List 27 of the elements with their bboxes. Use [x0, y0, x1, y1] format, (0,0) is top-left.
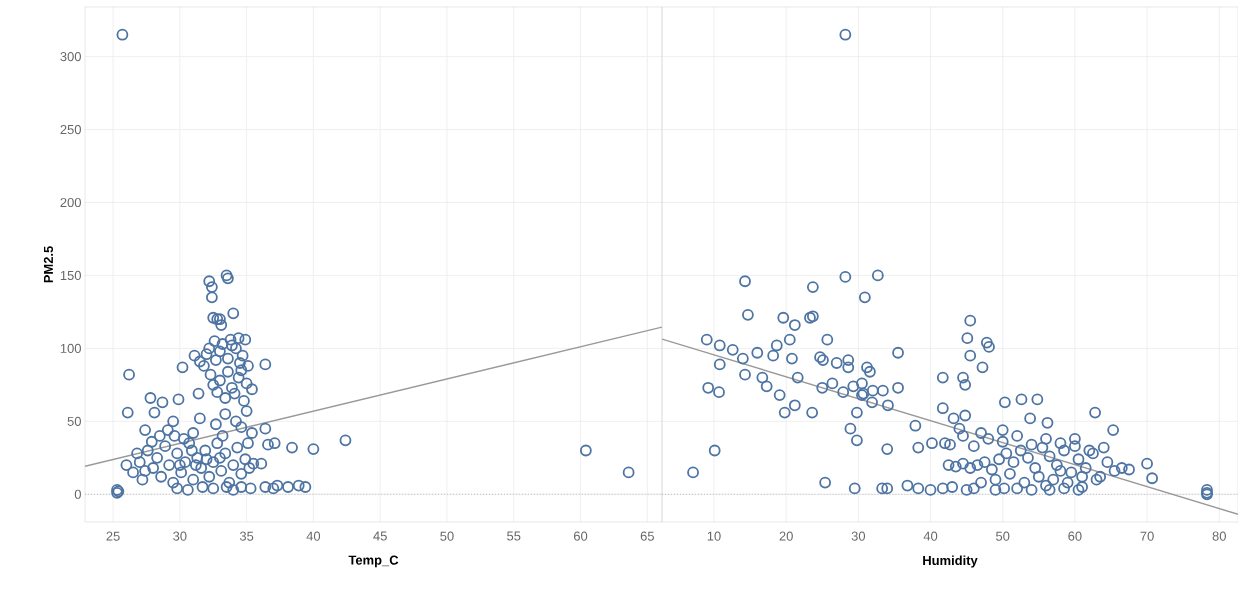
- x-tick-label: 35: [239, 531, 254, 541]
- x-tick-label: 30: [851, 531, 866, 541]
- y-tick-label: 50: [67, 416, 81, 426]
- x-tick-label: 60: [573, 531, 588, 541]
- x-tick-label: 10: [707, 531, 721, 541]
- x-tick-label: 60: [1068, 531, 1082, 541]
- x-tick-label: 45: [373, 531, 387, 541]
- x-tick-label: 30: [173, 531, 187, 541]
- x-tick-label: 40: [306, 531, 321, 541]
- y-tick-label: 150: [60, 270, 81, 281]
- x-tick-label: 55: [507, 531, 521, 541]
- x-tick-label: 80: [1212, 531, 1226, 541]
- x-tick-label: 40: [923, 531, 938, 541]
- y-tick-label: 0: [74, 489, 81, 499]
- x-tick-label: 50: [996, 531, 1010, 541]
- x-tick-label: 70: [1140, 531, 1154, 541]
- y-tick-label: 200: [60, 197, 81, 208]
- x-axis-title: Humidity: [923, 555, 978, 568]
- y-tick-label: 100: [60, 343, 81, 353]
- x-tick-label: 25: [106, 531, 120, 541]
- y-axis-title: PM2.5: [43, 246, 54, 283]
- y-tick-label: 300: [60, 52, 81, 62]
- y-tick-label: 250: [60, 124, 81, 135]
- x-tick-label: 20: [779, 531, 793, 541]
- x-tick-label: 50: [440, 531, 454, 541]
- x-tick-label: 65: [640, 531, 654, 541]
- x-axis-title: Temp_C: [348, 555, 399, 568]
